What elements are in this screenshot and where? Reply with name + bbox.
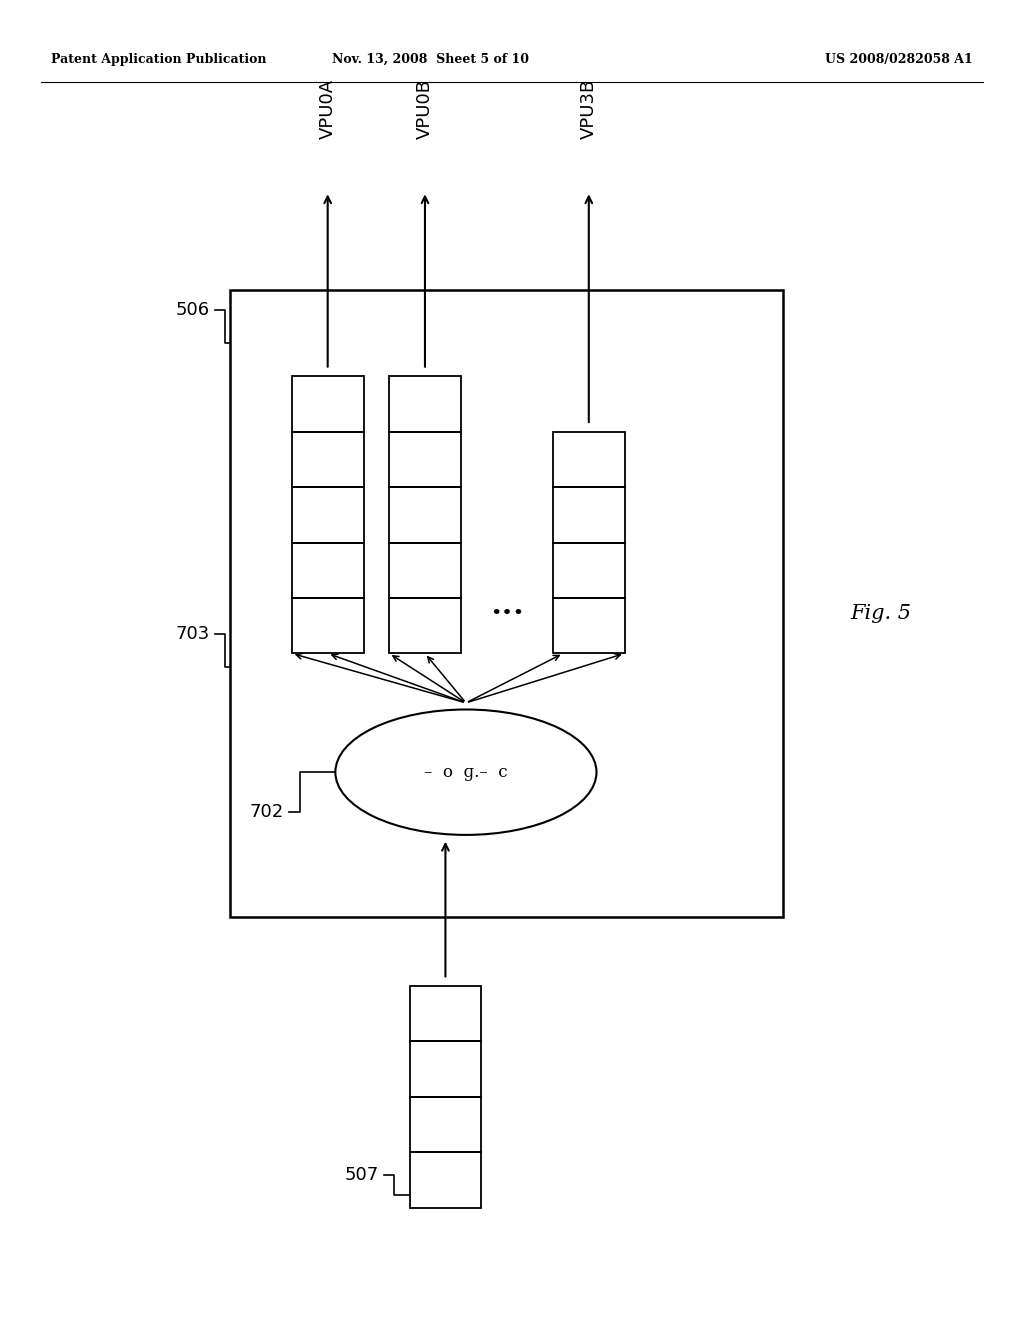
Bar <box>553 432 625 487</box>
Bar <box>292 543 364 598</box>
Bar <box>389 432 461 487</box>
Text: VPU0B: VPU0B <box>416 79 434 139</box>
Text: VPU3B: VPU3B <box>580 78 598 139</box>
Bar <box>389 376 461 432</box>
Bar <box>292 432 364 487</box>
Bar <box>389 598 461 653</box>
Bar <box>292 376 364 432</box>
Bar <box>553 487 625 543</box>
Bar <box>292 598 364 653</box>
Text: 702: 702 <box>250 803 285 821</box>
Bar <box>410 986 481 1041</box>
Bar <box>389 487 461 543</box>
Text: 507: 507 <box>345 1166 379 1184</box>
Bar <box>292 487 364 543</box>
Bar <box>389 543 461 598</box>
Text: 703: 703 <box>176 624 210 643</box>
Bar <box>230 290 783 917</box>
Bar <box>553 598 625 653</box>
Bar <box>553 543 625 598</box>
Bar <box>410 1152 481 1208</box>
Bar <box>410 1041 481 1097</box>
Text: Patent Application Publication: Patent Application Publication <box>51 53 266 66</box>
Bar <box>410 1097 481 1152</box>
Text: 506: 506 <box>176 301 210 319</box>
Text: VPU0A: VPU0A <box>318 78 337 139</box>
Text: Fig. 5: Fig. 5 <box>850 605 911 623</box>
Text: Nov. 13, 2008  Sheet 5 of 10: Nov. 13, 2008 Sheet 5 of 10 <box>332 53 528 66</box>
Text: –  o  ɡ.–  c: – o ɡ.– c <box>424 764 508 780</box>
Text: •••: ••• <box>489 605 524 623</box>
Text: US 2008/0282058 A1: US 2008/0282058 A1 <box>825 53 973 66</box>
